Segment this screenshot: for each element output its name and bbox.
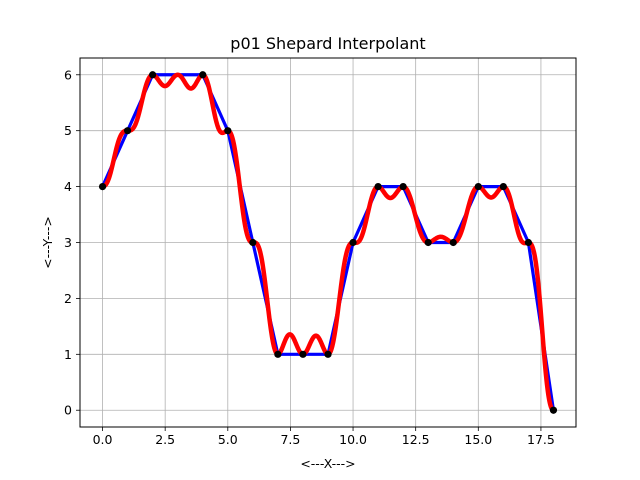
data-point	[98, 182, 107, 191]
plot-area	[98, 71, 558, 414]
data-point	[224, 127, 232, 135]
chart-title: p01 Shepard Interpolant	[230, 34, 425, 53]
y-axis-label: <---Y--->	[40, 216, 55, 269]
data-point	[249, 238, 257, 247]
data-point	[374, 182, 382, 191]
x-tick-label: 10.0	[339, 432, 367, 447]
data-point	[149, 71, 157, 79]
y-tick-label: 0	[64, 403, 72, 418]
data-point	[549, 406, 558, 414]
y-tick-label: 3	[64, 235, 72, 250]
y-tick-label: 6	[64, 67, 72, 82]
x-axis-label: <---X--->	[300, 456, 355, 471]
ticks: 0.0 2.5 5.0 7.5 10.0 12.5 15.0 17.5 0 1 2 3 4 5 6	[64, 67, 555, 447]
y-tick-label: 1	[64, 347, 72, 362]
x-tick-label: 12.5	[402, 432, 430, 447]
data-point	[424, 238, 432, 247]
x-tick-label: 7.5	[280, 432, 300, 447]
data-point	[499, 182, 507, 191]
x-tick-label: 5.0	[218, 432, 238, 447]
x-tick-label: 0.0	[93, 432, 113, 447]
x-tick-label: 2.5	[155, 432, 175, 447]
y-tick-label: 2	[64, 291, 72, 306]
data-point	[324, 350, 332, 358]
data-point	[199, 71, 207, 79]
data-point	[474, 182, 482, 191]
data-point	[299, 350, 307, 358]
x-tick-label: 15.0	[464, 432, 492, 447]
x-tick-label: 17.5	[527, 432, 555, 447]
data-point	[524, 238, 533, 247]
data-point	[349, 238, 357, 247]
y-tick-label: 5	[64, 123, 72, 138]
data-point	[274, 350, 282, 358]
data-point	[123, 127, 132, 135]
data-point	[399, 182, 407, 191]
y-tick-label: 4	[64, 179, 72, 194]
data-point	[449, 238, 457, 247]
